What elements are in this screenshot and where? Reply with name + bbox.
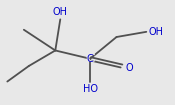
Text: O: O <box>126 63 133 73</box>
Text: OH: OH <box>53 7 68 17</box>
Text: OH: OH <box>149 25 171 38</box>
Text: OH: OH <box>149 27 164 37</box>
Text: HO: HO <box>83 84 97 94</box>
Text: HO: HO <box>79 84 101 97</box>
Text: O: O <box>126 61 137 74</box>
Text: C: C <box>87 54 93 64</box>
Text: OH: OH <box>49 4 71 17</box>
Text: C: C <box>85 52 95 65</box>
